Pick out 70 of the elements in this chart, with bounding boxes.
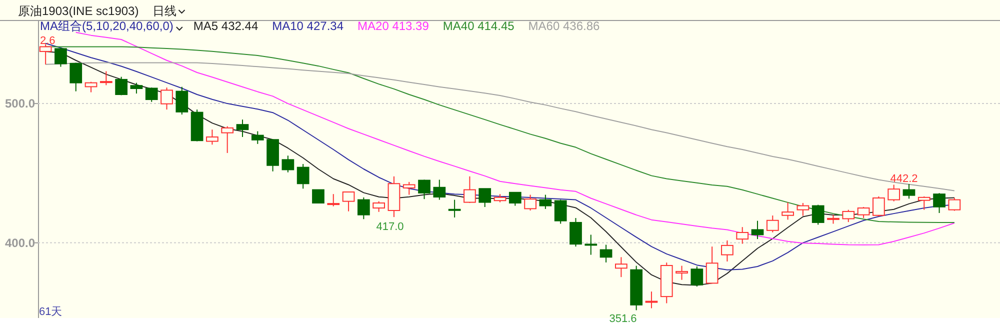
candlestick <box>372 200 385 212</box>
candlestick <box>933 192 946 214</box>
candlestick <box>282 155 294 173</box>
candlestick <box>176 86 188 116</box>
candlestick <box>327 194 340 207</box>
candlestick <box>676 265 688 280</box>
candlestick <box>296 163 310 190</box>
candlestick <box>706 246 718 284</box>
candlestick <box>524 194 536 211</box>
candlestick <box>600 244 612 263</box>
candlestick <box>433 179 446 200</box>
text: MA40 414.45 <box>442 19 515 33</box>
annotation: 61天 <box>39 306 62 318</box>
candlestick <box>645 291 658 309</box>
candlestick <box>342 191 355 212</box>
annotation: MA组合(5,10,20,40,60,0) <box>40 19 174 33</box>
candlestick <box>888 184 900 202</box>
candlestick <box>736 226 749 244</box>
candlestick <box>554 199 567 224</box>
annotation: 417.0 <box>376 221 404 233</box>
line-series <box>75 32 955 246</box>
candlestick <box>54 47 67 68</box>
y-tick-label: 400.0 <box>4 236 36 250</box>
candlestick <box>690 266 704 288</box>
annotation: 351.6 <box>609 313 637 325</box>
candlestick <box>70 62 82 92</box>
candlestick <box>570 218 582 248</box>
text: MA10 427.34 <box>272 19 344 33</box>
candlestick <box>539 194 552 210</box>
candlestick <box>236 119 249 138</box>
candlestick <box>418 179 430 200</box>
candlestick <box>448 199 461 218</box>
annotation: 2.6 <box>40 35 56 47</box>
y-tick-label: 500.0 <box>4 96 36 111</box>
candlestick <box>902 184 916 200</box>
candlestick <box>84 81 98 93</box>
chart-subtitle: 日线 <box>152 4 177 18</box>
annotation: 442.2 <box>890 173 918 185</box>
candlestick <box>464 176 476 204</box>
candlestick <box>857 206 870 219</box>
candlestick <box>812 204 824 226</box>
candlestick <box>251 130 264 144</box>
candlestick <box>508 192 522 206</box>
candlestick <box>766 215 779 233</box>
candlestick <box>206 129 218 146</box>
legend-label: MA5 432.44 <box>193 19 258 33</box>
candlestick <box>615 256 628 278</box>
candlestick <box>842 209 855 223</box>
candlestick <box>751 220 764 240</box>
candlestick <box>872 196 885 217</box>
candlestick <box>100 70 112 86</box>
candlestick <box>584 234 598 256</box>
candlestick <box>357 196 370 220</box>
candlestick <box>160 87 173 110</box>
candlestick <box>312 189 324 204</box>
candlestick <box>402 181 416 196</box>
candlestick <box>221 126 234 154</box>
candlestick <box>478 188 492 208</box>
candlestick <box>721 240 734 262</box>
text: MA60 436.86 <box>528 19 600 33</box>
candlestick <box>948 197 961 212</box>
candlestick <box>130 82 143 94</box>
text: MA20 413.39 <box>358 19 430 33</box>
candlestick <box>796 202 810 216</box>
candlestick <box>782 202 794 220</box>
candlestick <box>145 87 158 102</box>
candlestick <box>918 196 930 210</box>
candlestick <box>39 44 52 65</box>
candlestick <box>115 76 128 96</box>
chart-title: 原油1903(INE sc1903) <box>18 4 139 18</box>
